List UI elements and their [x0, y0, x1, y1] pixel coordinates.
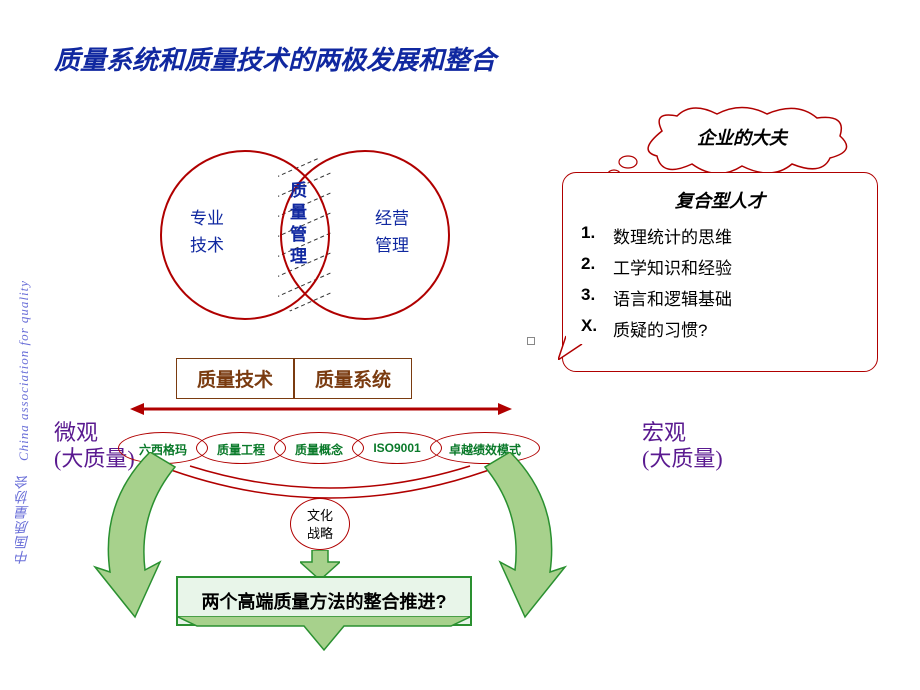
cloud-text: 企业的大夫	[697, 128, 789, 148]
bottom-down-arrow	[176, 616, 472, 652]
sidebar-en: China association for quality	[16, 280, 31, 461]
mid-oval-l1: 文化	[291, 507, 349, 525]
callout-num: 1.	[581, 223, 601, 248]
callout-item: X.质疑的习惯?	[581, 316, 859, 341]
sidebar-cn: 中国质量协会	[16, 475, 31, 565]
callout-item: 3. 语言和逻辑基础	[581, 285, 859, 310]
venn-mid-text: 质量管理	[290, 180, 307, 268]
double-arrow	[130, 402, 512, 416]
chain-label-1: 质量工程	[197, 441, 285, 458]
marker-square	[527, 337, 535, 345]
side-label-right: 宏观 (大质量)	[642, 420, 723, 473]
callout-heading: 复合型人才	[581, 187, 859, 213]
callout-item: 2. 工学知识和经验	[581, 254, 859, 279]
chain-label-2: 质量概念	[275, 441, 363, 458]
callout-num: 3.	[581, 285, 601, 310]
venn-right-label: 经营 管理	[375, 205, 409, 259]
venn-diagram: 专业 技术 经营 管理 质量管理	[130, 150, 510, 330]
green-arrow-right	[470, 452, 570, 622]
venn-left-label: 专业 技术	[190, 205, 224, 259]
callout-text: 质疑的习惯?	[613, 316, 707, 341]
page-title: 质量系统和质量技术的两极发展和整合	[54, 40, 496, 77]
box-left: 质量技术	[176, 358, 294, 399]
callout-text: 数理统计的思维	[613, 223, 732, 248]
box-pair: 质量技术 质量系统	[176, 358, 412, 399]
callout-item: 1. 数理统计的思维	[581, 223, 859, 248]
mid-oval: 文化 战略	[290, 498, 350, 550]
green-arrow-left	[90, 452, 190, 622]
box-right: 质量系统	[294, 358, 412, 399]
callout-num: 2.	[581, 254, 601, 279]
callout-box: 复合型人才 1. 数理统计的思维 2. 工学知识和经验 3. 语言和逻辑基础 X.质疑…	[562, 172, 878, 372]
venn-mid-label: 质量管理	[290, 180, 307, 268]
mid-oval-l2: 战略	[291, 525, 349, 543]
chain-label-3: ISO9001	[353, 441, 441, 455]
callout-text: 语言和逻辑基础	[613, 285, 732, 310]
sidebar-credit: 中国质量协会 China association for quality	[14, 280, 34, 565]
callout-text: 工学知识和经验	[613, 254, 732, 279]
callout-tail	[558, 330, 588, 360]
callout-list: 1. 数理统计的思维 2. 工学知识和经验 3. 语言和逻辑基础 X.质疑的习惯?	[581, 223, 859, 341]
